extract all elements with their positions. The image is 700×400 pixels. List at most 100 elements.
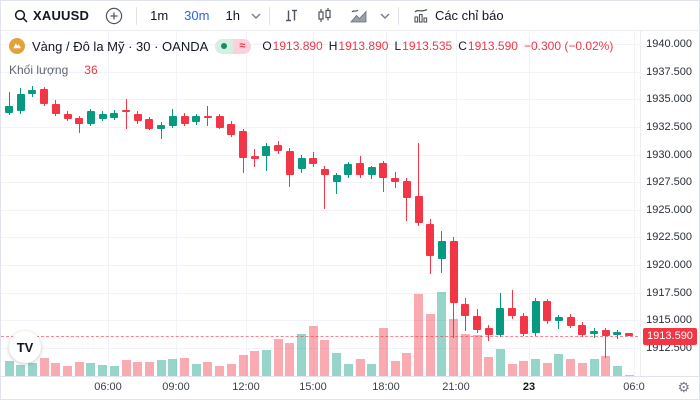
symbol-legend[interactable]: Vàng / Đô la Mỹ · 30 · OANDA ≈ O1913.890… xyxy=(9,38,613,54)
candle-body xyxy=(227,123,236,135)
toolbar-divider xyxy=(268,6,270,25)
volume-bar xyxy=(27,362,37,379)
interval-button-1m[interactable]: 1m xyxy=(150,8,169,23)
candle-body xyxy=(496,308,505,335)
volume-bar xyxy=(589,359,599,379)
vertical-gridline xyxy=(313,30,314,379)
vertical-gridline xyxy=(634,30,635,379)
volume-bar xyxy=(332,352,342,379)
time-axis-label: 12:00 xyxy=(232,381,260,393)
volume-bar xyxy=(343,364,353,379)
candle-wick xyxy=(406,177,408,221)
vertical-gridline xyxy=(176,30,177,379)
legend-title[interactable]: Vàng / Đô la Mỹ · 30 · OANDA xyxy=(32,38,209,54)
candle-body xyxy=(391,177,400,183)
candle-body xyxy=(473,315,481,331)
indicators-button[interactable]: Các chỉ báo xyxy=(407,5,509,26)
candle-body xyxy=(461,303,470,316)
vertical-gridline xyxy=(246,30,247,379)
candle-body xyxy=(344,164,353,176)
candle-wick xyxy=(265,143,267,172)
price-axis-label: 1932.500 xyxy=(646,120,692,133)
horizontal-gridline xyxy=(1,265,643,266)
low-value: 1913.535 xyxy=(402,39,453,53)
candle-body xyxy=(110,112,119,119)
volume-bar xyxy=(531,359,540,379)
price-axis[interactable]: 1913.590 1940.000 1937.500 1935.000 1932.50… xyxy=(640,30,699,377)
volume-bar xyxy=(495,349,505,379)
candle-body xyxy=(332,175,341,183)
symbol-search-button[interactable]: XAUUSD xyxy=(9,6,94,25)
volume-bar xyxy=(355,359,365,379)
volume-bar xyxy=(16,365,26,379)
volume-bar xyxy=(308,326,318,379)
change-value: −0.300 (−0.02%) xyxy=(523,39,614,53)
time-axis-label: 23 xyxy=(522,381,536,393)
volume-bar xyxy=(601,356,611,379)
volume-bar xyxy=(566,359,576,379)
candle-body xyxy=(86,111,95,124)
low-label: L xyxy=(394,39,402,53)
compare-add-button[interactable] xyxy=(100,5,128,27)
interval-button-1h[interactable]: 1h xyxy=(225,8,240,23)
chart-plot-area[interactable] xyxy=(1,30,643,379)
volume-bar xyxy=(180,357,189,379)
volume-bar xyxy=(226,364,236,379)
time-axis-label: 06:00 xyxy=(94,381,122,393)
candle-body xyxy=(28,90,37,94)
scale-adjust-icon[interactable] xyxy=(278,5,305,26)
vertical-gridline xyxy=(456,30,457,379)
candle-body xyxy=(613,332,622,335)
volume-bar xyxy=(297,334,306,379)
candle-body xyxy=(215,115,224,128)
candle-wick xyxy=(324,165,326,209)
price-axis-label: 1935.000 xyxy=(646,93,692,106)
ohlc-readout: O1913.890 H1913.890 L1913.535 C1913.590 … xyxy=(262,39,613,53)
open-value: 1913.890 xyxy=(272,39,323,53)
volume-bar xyxy=(378,327,388,379)
time-axis[interactable]: ⚙ 06:00 09:00 12:00 15:00 18:00 21:00 23 06:0 xyxy=(1,376,699,399)
toolbar: XAUUSD 1m 30m 1h xyxy=(1,1,699,31)
horizontal-gridline xyxy=(1,209,643,211)
candle-wick xyxy=(78,115,80,134)
candle-wick xyxy=(616,330,618,340)
horizontal-gridline xyxy=(1,71,643,73)
chart-type-chevron-down-icon[interactable] xyxy=(380,13,390,19)
market-status-pill[interactable] xyxy=(215,38,234,54)
axis-settings-gear-icon[interactable]: ⚙ xyxy=(677,379,690,395)
horizontal-gridline xyxy=(1,320,643,322)
open-label: O xyxy=(262,39,272,53)
vertical-gridline xyxy=(386,30,387,379)
approx-data-pill[interactable]: ≈ xyxy=(233,38,252,54)
candle-body xyxy=(320,168,329,176)
volume-bar xyxy=(74,361,84,379)
price-axis-label: 1930.000 xyxy=(646,148,692,161)
candle-body xyxy=(590,331,598,334)
horizontal-gridline xyxy=(1,292,643,294)
volume-bar xyxy=(109,365,119,379)
vertical-gridline xyxy=(529,30,530,379)
status-pills[interactable]: ≈ xyxy=(215,38,252,54)
candle-wick xyxy=(418,143,419,227)
gold-symbol-icon xyxy=(9,38,25,54)
candle-wick xyxy=(160,122,162,140)
candlestick-style-icon[interactable] xyxy=(311,5,338,26)
time-axis-label: 06:0 xyxy=(623,381,645,393)
volume-bar xyxy=(215,366,225,379)
horizontal-gridline xyxy=(1,347,643,349)
high-value: 1913.890 xyxy=(338,39,389,53)
candle-body xyxy=(274,144,283,152)
volume-legend[interactable]: Khối lượng 36 xyxy=(9,63,98,77)
volume-bar xyxy=(51,362,61,379)
volume-value: 36 xyxy=(84,63,98,77)
candle-wick xyxy=(605,327,607,358)
interval-button-30m[interactable]: 30m xyxy=(184,8,210,23)
tradingview-logo[interactable]: TV xyxy=(9,331,41,363)
candle-body xyxy=(367,166,376,176)
price-axis-label: 1920.000 xyxy=(646,259,692,271)
volume-bar xyxy=(449,319,459,379)
interval-menu-chevron-down-icon[interactable] xyxy=(251,13,261,19)
candle-body xyxy=(578,324,587,335)
chart-type-area-icon[interactable] xyxy=(344,5,374,26)
